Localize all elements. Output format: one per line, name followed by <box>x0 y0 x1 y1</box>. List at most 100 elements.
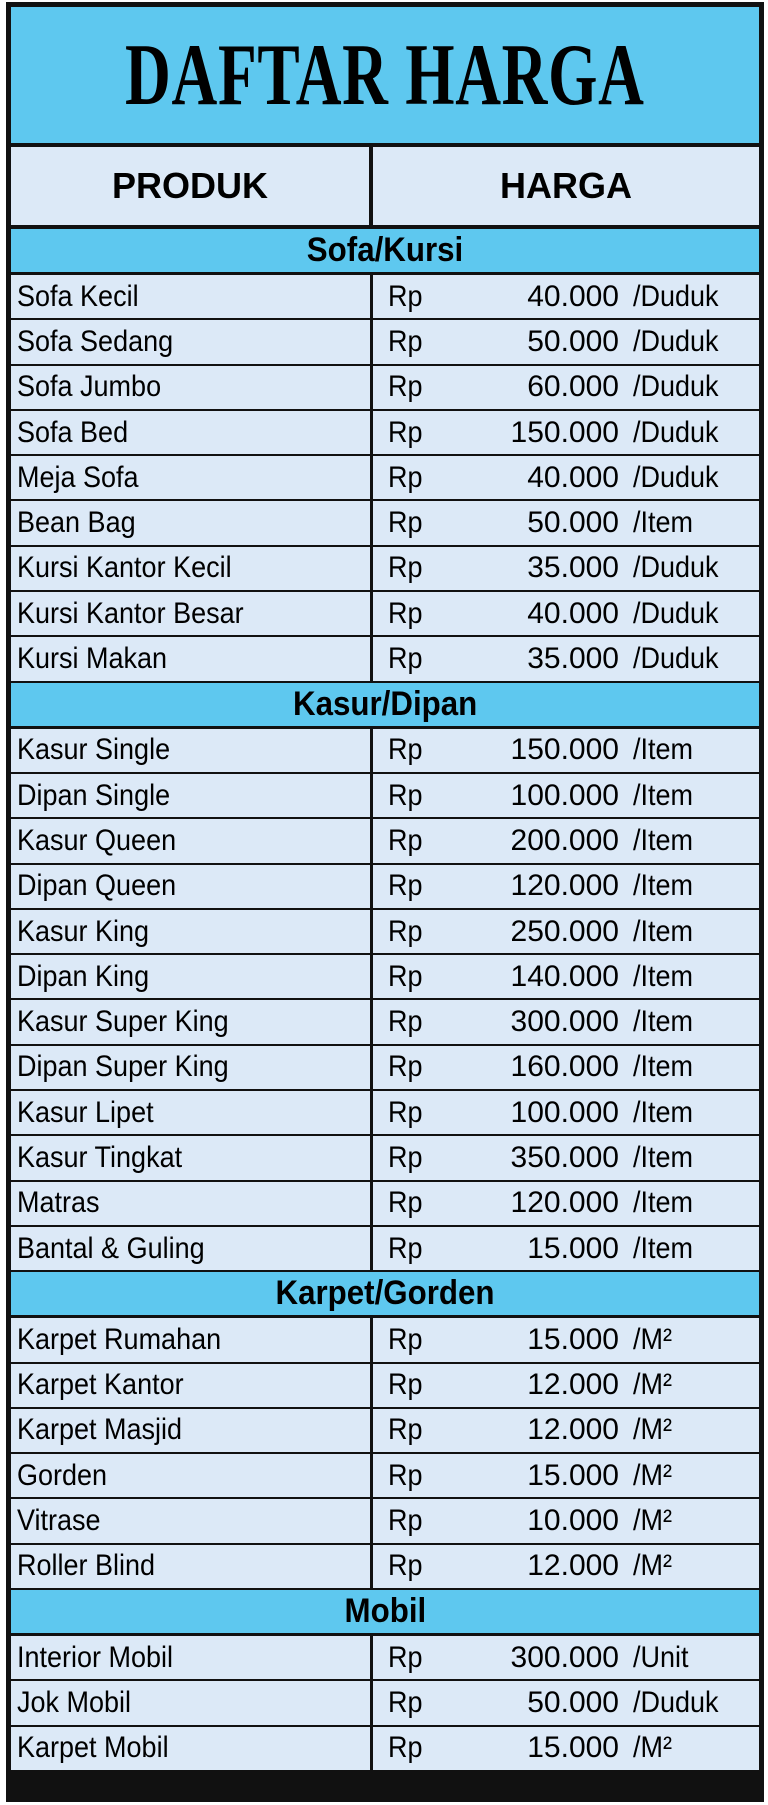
price-unit: /Duduk <box>633 460 719 494</box>
table-row: Kursi Kantor Kecil Rp 35.000/Duduk <box>11 546 759 593</box>
product-name: Matras <box>17 1186 100 1220</box>
product-name: Sofa Bed <box>17 415 129 449</box>
price-unit: /Item <box>633 778 694 812</box>
price-cell: Rp 100.000/Item <box>373 773 759 818</box>
currency-label: Rp <box>388 279 423 313</box>
price-unit: /Item <box>633 869 694 903</box>
product-name: Karpet Mobil <box>17 1731 169 1765</box>
table-row: Dipan Super King Rp 160.000/Item <box>11 1045 759 1092</box>
price-cell: Rp 15.000/M² <box>373 1726 759 1770</box>
product-cell: Karpet Kantor <box>11 1363 373 1407</box>
table-row: Jok Mobil Rp 50.000/Duduk <box>11 1681 759 1727</box>
table-row: Kasur Single Rp 150.000/Item <box>11 728 759 774</box>
product-name: Kursi Makan <box>17 642 168 676</box>
title-banner: DAFTAR HARGA <box>11 7 759 147</box>
currency-label: Rp <box>388 506 423 540</box>
table-row: Kasur Tingkat Rp 350.000/Item <box>11 1136 759 1182</box>
currency-label: Rp <box>388 1458 423 1492</box>
section-header: Mobil <box>11 1590 759 1637</box>
table-row: Interior Mobil Rp 300.000/Unit <box>11 1636 759 1682</box>
price-value: 12.000 <box>527 1368 619 1402</box>
price-value: 35.000 <box>527 551 619 585</box>
price-cell: Rp 250.000/Item <box>373 909 759 954</box>
page-title: DAFTAR HARGA <box>125 26 645 124</box>
price-cell: Rp 50.000/Item <box>373 501 759 545</box>
product-name: Gorden <box>17 1458 108 1492</box>
price-cell: Rp 60.000/Duduk <box>373 365 759 409</box>
currency-label: Rp <box>388 1640 423 1674</box>
product-cell: Bantal & Guling <box>11 1226 373 1271</box>
currency-label: Rp <box>388 596 423 630</box>
currency-label: Rp <box>388 1095 423 1129</box>
price-cell: Rp 160.000/Item <box>373 1045 759 1090</box>
currency-label: Rp <box>388 1050 423 1084</box>
table-header: PRODUK HARGA <box>11 147 759 229</box>
currency-label: Rp <box>388 460 423 494</box>
currency-label: Rp <box>388 1005 423 1039</box>
price-cell: Rp 120.000/Item <box>373 1181 759 1225</box>
price-unit: /M² <box>633 1731 672 1765</box>
product-cell: Vitrase <box>11 1499 373 1543</box>
product-cell: Meja Sofa <box>11 456 373 500</box>
price-cell: Rp 15.000/Item <box>373 1226 759 1271</box>
product-name: Interior Mobil <box>17 1640 174 1674</box>
price-unit: /M² <box>633 1549 672 1583</box>
product-cell: Kasur Super King <box>11 1000 373 1044</box>
price-cell: Rp 40.000/Duduk <box>373 592 759 636</box>
price-value: 12.000 <box>527 1549 619 1583</box>
product-name: Kursi Kantor Besar <box>17 596 244 630</box>
price-unit: /Item <box>633 914 694 948</box>
price-value: 15.000 <box>527 1458 619 1492</box>
product-cell: Jok Mobil <box>11 1681 373 1725</box>
table-row: Sofa Sedang Rp 50.000/Duduk <box>11 320 759 366</box>
price-unit: /Duduk <box>633 596 719 630</box>
price-unit: /M² <box>633 1504 672 1538</box>
price-unit: /Duduk <box>633 279 719 313</box>
product-name: Kasur Queen <box>17 823 177 857</box>
table-row: Karpet Mobil Rp 15.000/M² <box>11 1726 759 1772</box>
price-value: 15.000 <box>527 1731 619 1765</box>
product-cell: Kursi Kantor Besar <box>11 592 373 636</box>
product-cell: Sofa Sedang <box>11 320 373 364</box>
price-cell: Rp 15.000/M² <box>373 1454 759 1498</box>
currency-label: Rp <box>388 959 423 993</box>
price-unit: /Item <box>633 506 694 540</box>
price-value: 120.000 <box>510 869 619 903</box>
price-value: 140.000 <box>510 959 619 993</box>
currency-label: Rp <box>388 1231 423 1265</box>
table-row: Kasur Queen Rp 200.000/Item <box>11 819 759 865</box>
table-row: Meja Sofa Rp 40.000/Duduk <box>11 456 759 502</box>
product-name: Dipan Super King <box>17 1050 229 1084</box>
price-unit: /Duduk <box>633 642 719 676</box>
price-cell: Rp 12.000/M² <box>373 1363 759 1407</box>
price-cell: Rp 350.000/Item <box>373 1136 759 1180</box>
price-value: 100.000 <box>510 778 619 812</box>
table-row: Roller Blind Rp 12.000/M² <box>11 1544 759 1591</box>
product-name: Sofa Kecil <box>17 279 139 313</box>
price-value: 50.000 <box>527 1685 619 1719</box>
product-cell: Dipan Queen <box>11 864 373 908</box>
product-cell: Kasur Single <box>11 728 373 772</box>
product-cell: Kursi Makan <box>11 637 373 681</box>
table-row: Matras Rp 120.000/Item <box>11 1181 759 1227</box>
product-name: Bean Bag <box>17 506 136 540</box>
table-row: Sofa Jumbo Rp 60.000/Duduk <box>11 365 759 411</box>
price-value: 250.000 <box>510 914 619 948</box>
price-unit: /Duduk <box>633 370 719 404</box>
currency-label: Rp <box>388 324 423 358</box>
section-title: Sofa/Kursi <box>306 231 464 269</box>
currency-label: Rp <box>388 370 423 404</box>
product-cell: Dipan Single <box>11 773 373 818</box>
price-cell: Rp 150.000/Item <box>373 728 759 772</box>
price-cell: Rp 12.000/M² <box>373 1408 759 1453</box>
product-name: Karpet Masjid <box>17 1413 183 1447</box>
currency-label: Rp <box>388 1413 423 1447</box>
section-title: Karpet/Gorden <box>275 1274 495 1313</box>
product-cell: Karpet Masjid <box>11 1408 373 1453</box>
product-name: Kasur Single <box>17 733 171 767</box>
product-cell: Kursi Kantor Kecil <box>11 546 373 591</box>
price-cell: Rp 140.000/Item <box>373 955 759 999</box>
table-row: Kursi Makan Rp 35.000/Duduk <box>11 637 759 683</box>
price-unit: /M² <box>633 1413 672 1447</box>
price-unit: /Item <box>633 1005 694 1039</box>
